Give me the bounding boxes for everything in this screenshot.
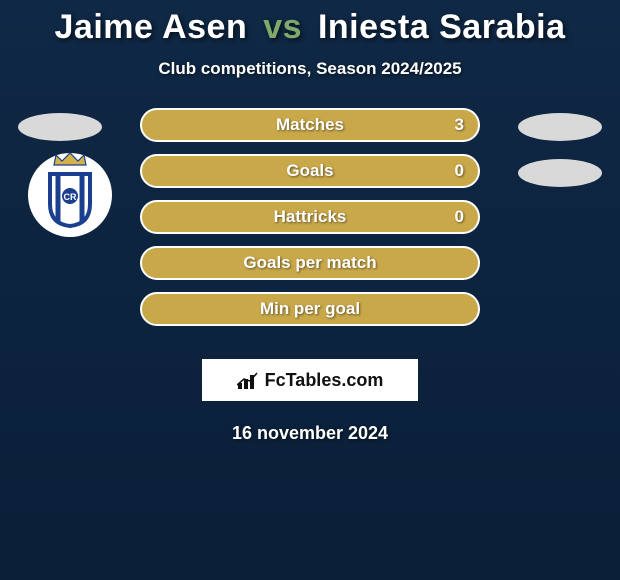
stat-label: Matches	[142, 115, 478, 135]
stat-bar: Goals 0	[140, 154, 480, 188]
stat-bar: Goals per match	[140, 246, 480, 280]
comparison-title: Jaime Asen vs Iniesta Sarabia	[0, 0, 620, 47]
logo-text: FcTables.com	[265, 370, 384, 391]
stat-label: Hattricks	[142, 207, 478, 227]
stat-label: Goals	[142, 161, 478, 181]
stat-label: Goals per match	[142, 253, 478, 273]
stat-label: Min per goal	[142, 299, 478, 319]
stat-bar: Hattricks 0	[140, 200, 480, 234]
stat-row-matches: Matches 3	[0, 113, 620, 159]
stats-block: Matches 3 CR Goals 0 Hattricks 0	[0, 113, 620, 343]
stat-row-goals: CR Goals 0	[0, 159, 620, 205]
stat-row-hattricks: Hattricks 0	[0, 205, 620, 251]
player1-name: Jaime Asen	[55, 8, 248, 46]
date-label: 16 november 2024	[0, 423, 620, 444]
svg-text:CR: CR	[64, 192, 77, 202]
stat-bar: Matches 3	[140, 108, 480, 142]
stat-value: 3	[455, 115, 464, 135]
stat-row-mpg: Min per goal	[0, 297, 620, 343]
stat-value: 0	[455, 161, 464, 181]
vs-label: vs	[263, 8, 302, 46]
player2-oval	[518, 113, 602, 141]
stat-row-gpm: Goals per match	[0, 251, 620, 297]
crown-icon	[52, 151, 88, 167]
stat-value: 0	[455, 207, 464, 227]
player2-oval	[518, 159, 602, 187]
player1-oval	[18, 113, 102, 141]
fctables-logo: FcTables.com	[202, 359, 418, 401]
subtitle: Club competitions, Season 2024/2025	[0, 59, 620, 79]
stat-bar: Min per goal	[140, 292, 480, 326]
bar-chart-icon	[237, 371, 259, 389]
player2-name: Iniesta Sarabia	[318, 8, 566, 46]
